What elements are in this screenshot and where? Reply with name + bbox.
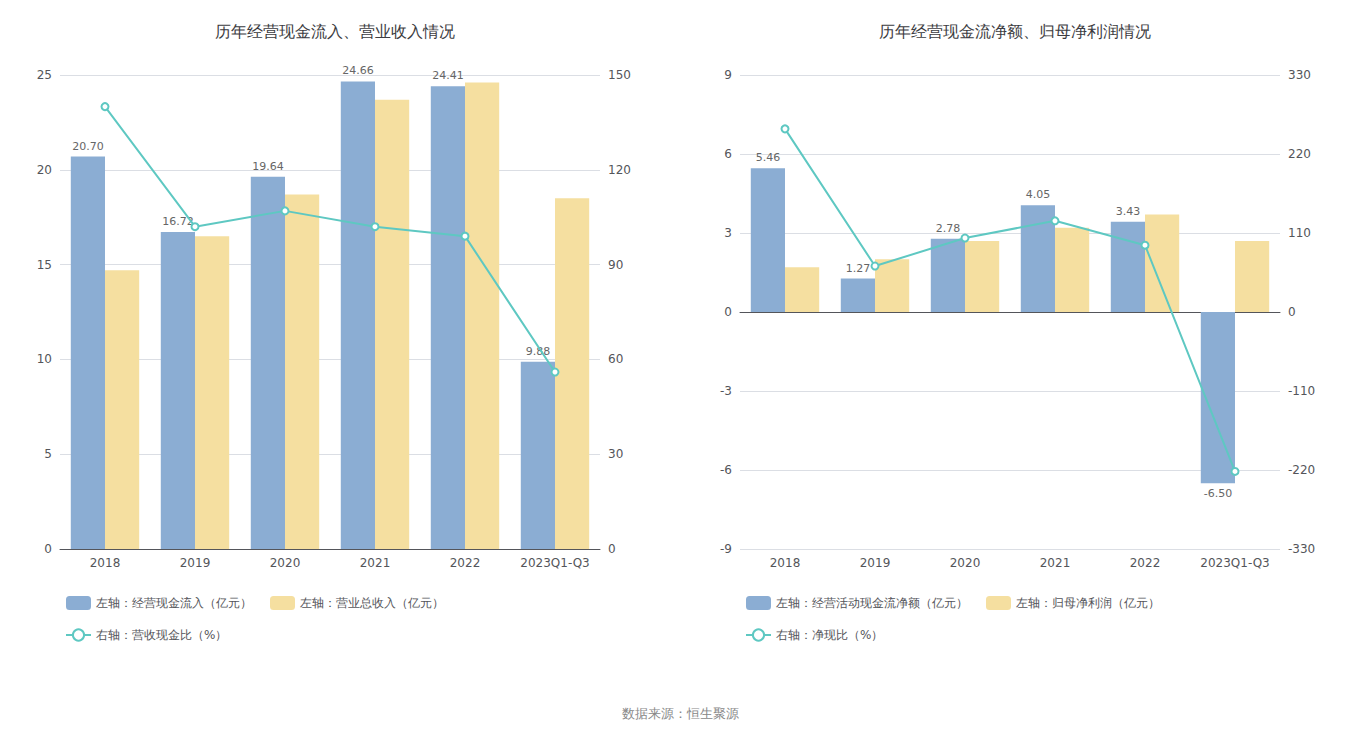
svg-text:20: 20 [37,163,52,177]
svg-text:24.66: 24.66 [342,64,374,77]
svg-text:数据来源：恒生聚源: 数据来源：恒生聚源 [622,706,739,721]
svg-text:20.70: 20.70 [72,140,104,153]
svg-text:24.41: 24.41 [432,69,464,82]
svg-text:19.64: 19.64 [252,160,284,173]
svg-text:4.05: 4.05 [1026,188,1051,201]
svg-text:左轴：经营活动现金流净额（亿元）: 左轴：经营活动现金流净额（亿元） [776,596,968,610]
svg-text:-3: -3 [720,384,732,398]
svg-text:30: 30 [608,447,623,461]
svg-text:2023Q1-Q3: 2023Q1-Q3 [520,556,589,570]
svg-text:-110: -110 [1288,384,1315,398]
svg-text:-220: -220 [1288,463,1315,477]
svg-text:历年经营现金流净额、归母净利润情况: 历年经营现金流净额、归母净利润情况 [879,22,1151,41]
svg-text:左轴：归母净利润（亿元）: 左轴：归母净利润（亿元） [1016,596,1160,610]
svg-text:2023Q1-Q3: 2023Q1-Q3 [1200,556,1269,570]
svg-text:0: 0 [724,305,732,319]
svg-text:60: 60 [608,352,623,366]
svg-text:右轴：营收现金比（%）: 右轴：营收现金比（%） [96,628,227,642]
svg-text:0: 0 [608,542,616,556]
svg-text:150: 150 [608,68,631,82]
svg-text:2022: 2022 [450,556,481,570]
svg-text:2021: 2021 [1040,556,1071,570]
svg-text:-6: -6 [720,463,732,477]
svg-text:2.78: 2.78 [936,222,961,235]
svg-text:25: 25 [37,68,52,82]
svg-text:左轴：营业总收入（亿元）: 左轴：营业总收入（亿元） [300,596,444,610]
svg-text:3.43: 3.43 [1116,205,1141,218]
svg-text:0: 0 [44,542,52,556]
svg-text:90: 90 [608,258,623,272]
svg-text:5.46: 5.46 [756,151,781,164]
svg-text:2022: 2022 [1130,556,1161,570]
svg-text:2020: 2020 [950,556,981,570]
svg-text:1.27: 1.27 [846,262,871,275]
svg-text:110: 110 [1288,226,1311,240]
svg-text:-9: -9 [720,542,732,556]
svg-text:-6.50: -6.50 [1204,487,1232,500]
svg-text:10: 10 [37,352,52,366]
svg-text:3: 3 [724,226,732,240]
svg-text:左轴：经营现金流入（亿元）: 左轴：经营现金流入（亿元） [96,596,252,610]
svg-text:15: 15 [37,258,52,272]
svg-text:9: 9 [724,68,732,82]
svg-text:2018: 2018 [770,556,801,570]
svg-text:历年经营现金流入、营业收入情况: 历年经营现金流入、营业收入情况 [215,22,455,41]
svg-text:6: 6 [724,147,732,161]
svg-text:2020: 2020 [270,556,301,570]
svg-text:2019: 2019 [860,556,891,570]
svg-text:5: 5 [44,447,52,461]
svg-text:2018: 2018 [90,556,121,570]
svg-text:右轴：净现比（%）: 右轴：净现比（%） [776,628,883,642]
svg-text:2021: 2021 [360,556,391,570]
svg-text:2019: 2019 [180,556,211,570]
svg-text:330: 330 [1288,68,1311,82]
svg-text:16.72: 16.72 [162,215,194,228]
svg-text:120: 120 [608,163,631,177]
svg-text:0: 0 [1288,305,1296,319]
svg-text:220: 220 [1288,147,1311,161]
svg-text:9.88: 9.88 [525,344,551,358]
svg-text:-330: -330 [1288,542,1315,556]
